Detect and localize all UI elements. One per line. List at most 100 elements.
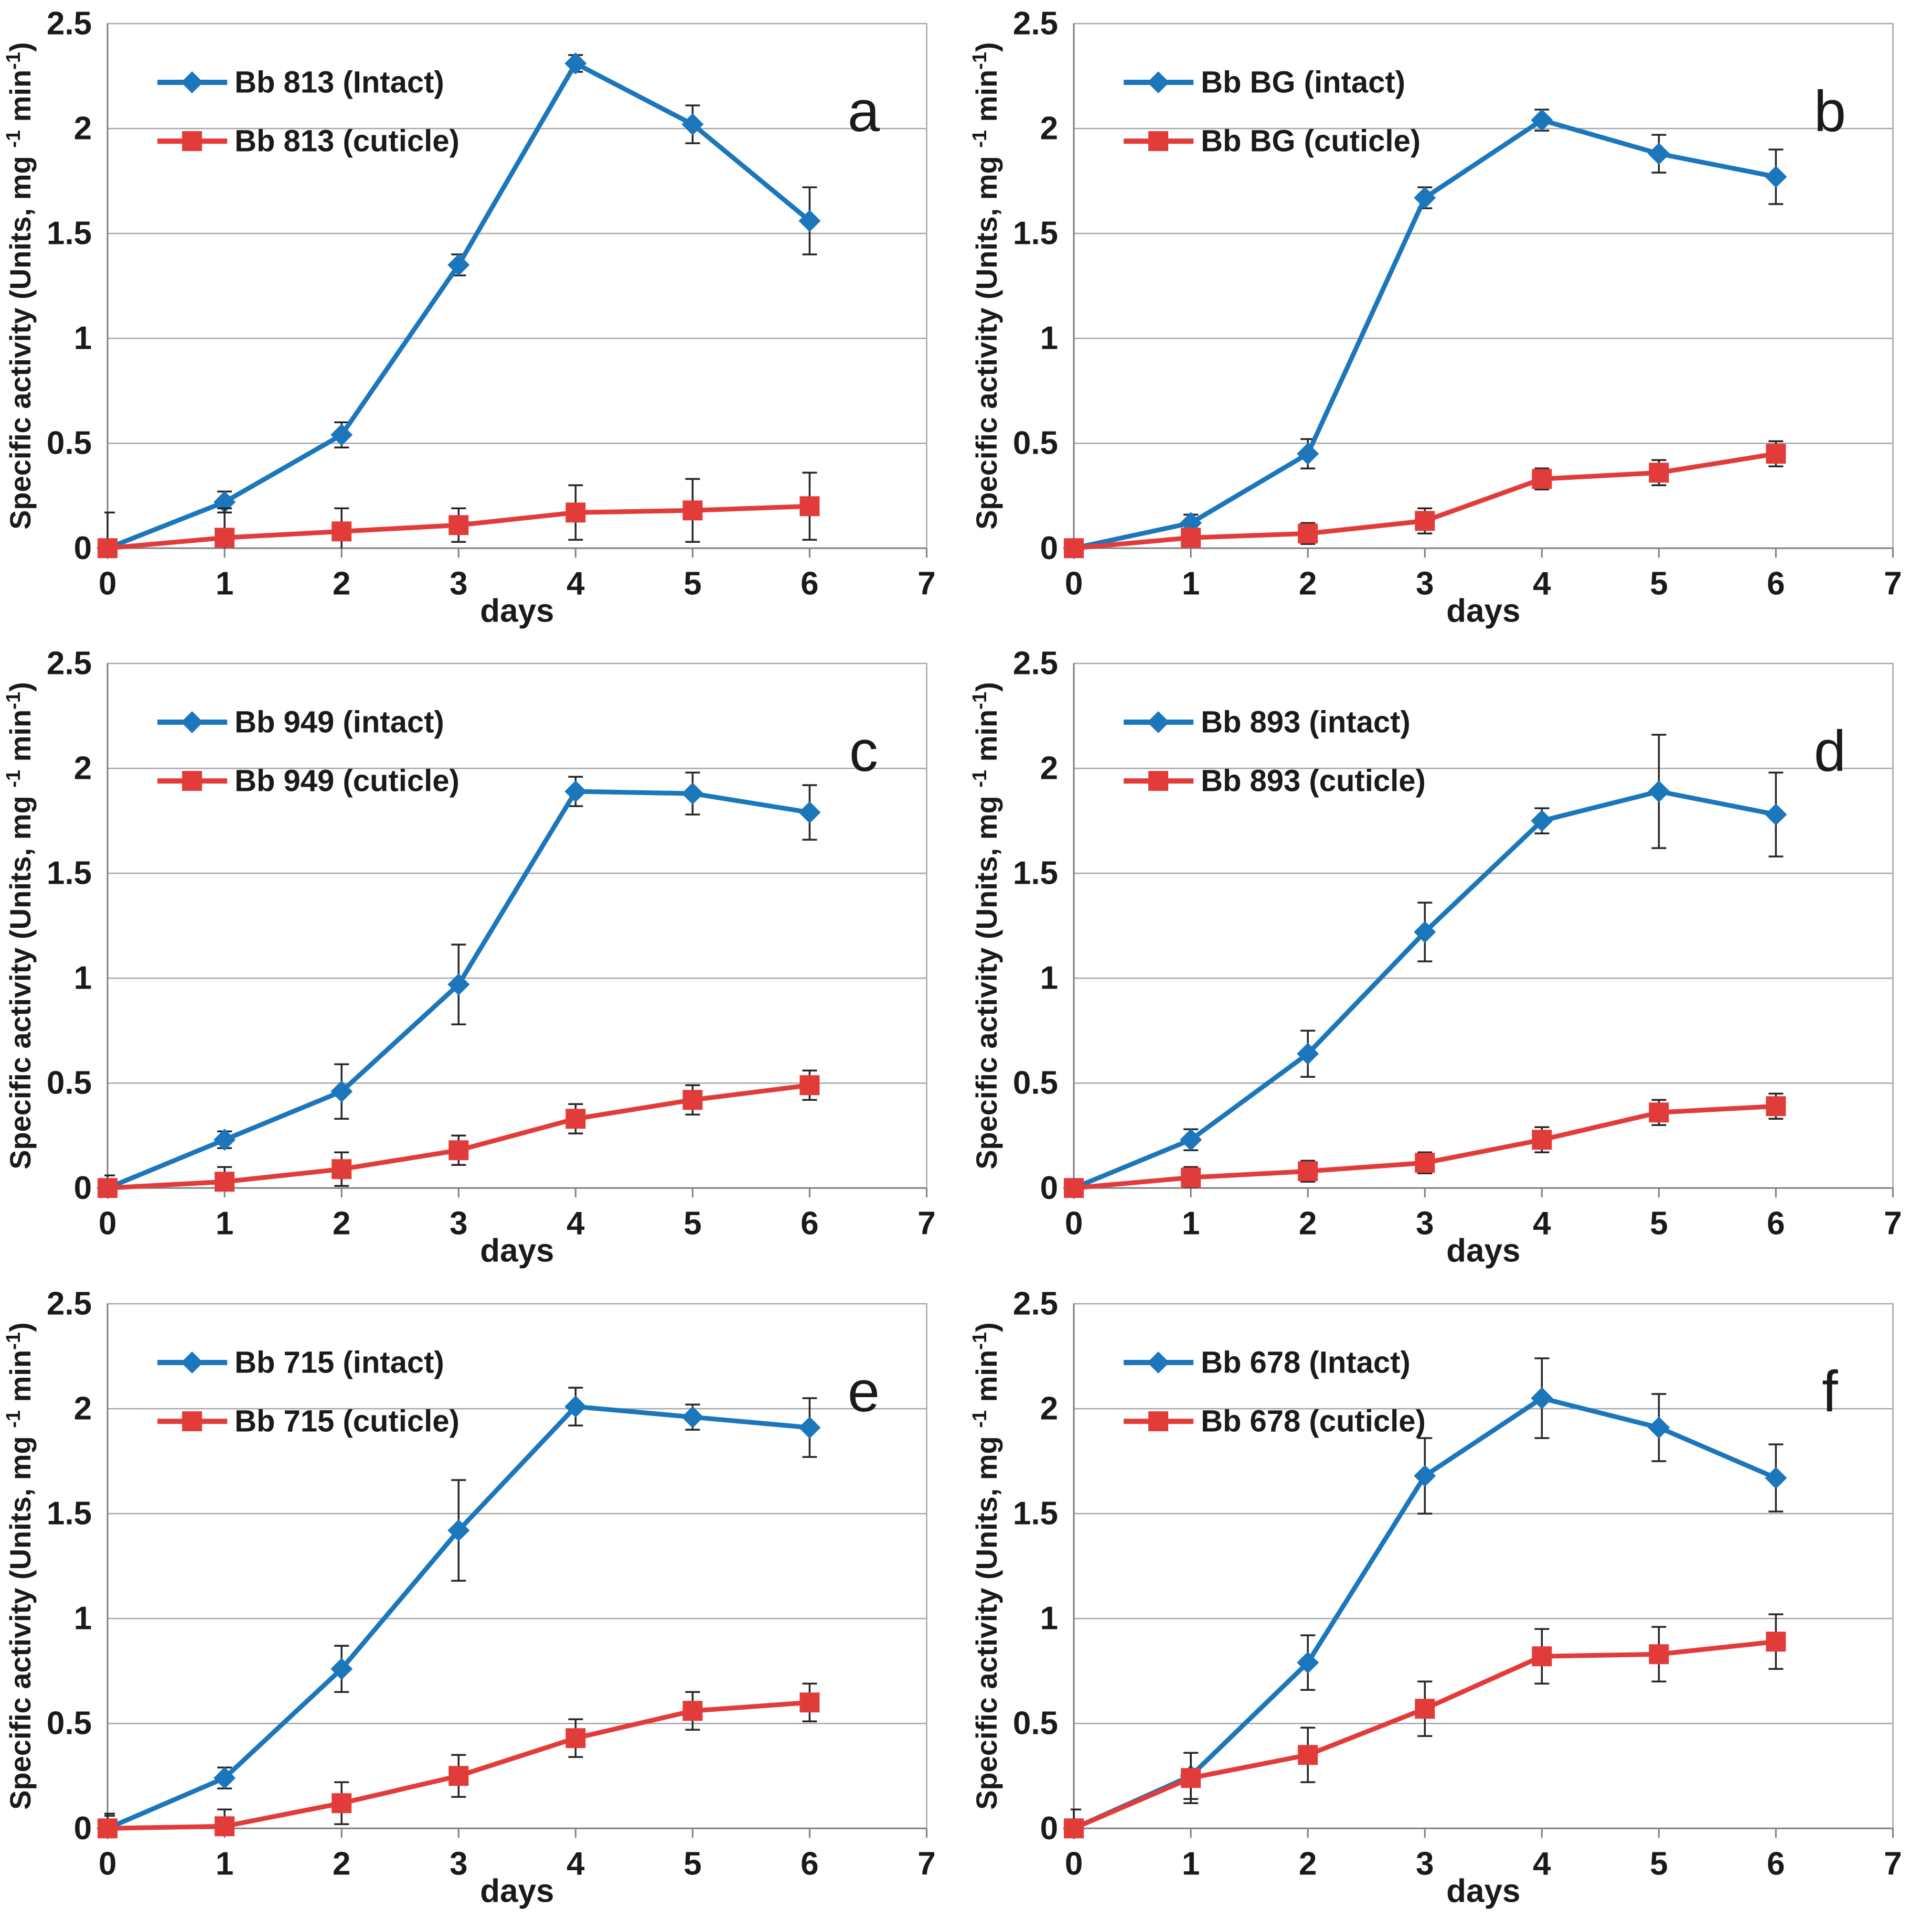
x-tick-label: 3 [1415,1206,1433,1242]
x-tick-label: 0 [1064,1846,1082,1882]
marker-square [182,1411,202,1431]
marker-square [1649,463,1669,482]
legend-item-intact: Bb 949 (intact) [157,705,444,739]
legend-label: Bb 678 (Intact) [1201,1345,1411,1379]
x-tick-label: 4 [567,1846,585,1882]
y-axis-title: Specific activity (Units, mg -1 min-1) [969,1322,1003,1810]
marker-square [98,1818,118,1838]
x-tick-label: 6 [800,1206,818,1242]
x-tick-label: 7 [917,1206,935,1242]
legend-label: Bb 813 (cuticle) [234,124,460,158]
y-tick-label: 2 [74,111,92,147]
y-tick-label: 2.5 [1012,1285,1058,1322]
marker-diamond [1147,1351,1169,1374]
x-tick-label: 4 [1533,1846,1551,1882]
marker-square [1064,538,1084,558]
legend-item-intact: Bb 715 (intact) [157,1345,444,1379]
panel-letter: f [1822,1359,1838,1424]
y-tick-label: 2.5 [1012,6,1058,42]
series-line-intact [1074,120,1776,548]
legend-label: Bb BG (intact) [1201,66,1405,100]
marker-square [332,1160,351,1179]
legend-label: Bb 715 (intact) [234,1345,444,1379]
marker-square [332,521,351,541]
y-tick-label: 1.5 [1012,855,1058,892]
error-bars-intact [1066,735,1783,1196]
y-tick-label: 0.5 [47,1705,92,1741]
y-tick-label: 0.5 [1012,1065,1058,1101]
x-axis-title: days [480,1873,554,1909]
marker-square [182,771,202,791]
marker-square [332,1793,351,1813]
x-tick-label: 5 [1650,565,1668,602]
y-tick-label: 1.5 [1012,1495,1058,1531]
marker-diamond [681,782,703,805]
series-intact [1063,735,1787,1199]
marker-diamond [1147,711,1169,733]
legend: Bb 715 (intact)Bb 715 (cuticle) [157,1345,460,1438]
legend-item-cuticle: Bb 813 (cuticle) [157,124,460,158]
marker-diamond [681,1406,703,1428]
legend-item-intact: Bb 893 (intact) [1124,705,1411,739]
y-tick-label: 1 [74,960,92,996]
legend-item-intact: Bb BG (intact) [1124,66,1405,100]
marker-square [1766,1097,1786,1117]
marker-square [1766,1632,1786,1651]
y-tick-label: 0.5 [1012,1705,1058,1741]
x-tick-label: 0 [99,565,116,602]
marker-square [682,1090,702,1110]
marker-square [449,515,468,535]
panel-letter: c [849,719,878,784]
marker-diamond [564,52,586,74]
legend-item-cuticle: Bb 893 (cuticle) [1124,764,1426,798]
marker-square [682,500,702,520]
x-tick-label: 0 [99,1206,116,1242]
marker-square [799,1076,819,1096]
marker-diamond [181,71,203,93]
marker-square [1649,1103,1669,1123]
x-tick-label: 1 [216,1206,233,1242]
legend-label: Bb 678 (cuticle) [1201,1404,1426,1438]
marker-square [1181,528,1201,548]
marker-square [1415,1153,1435,1173]
series-cuticle [98,1071,819,1198]
y-tick-label: 1 [1040,320,1058,357]
x-tick-label: 1 [1181,1206,1199,1242]
y-tick-label: 0 [1040,1170,1058,1206]
y-tick-label: 2.5 [47,646,92,682]
x-tick-label: 2 [1298,565,1316,602]
y-tick-label: 1 [1040,960,1058,996]
marker-diamond [1648,1417,1670,1439]
y-tick-label: 2.5 [47,1285,92,1322]
series-cuticle [1064,441,1786,558]
y-axis-title: Specific activity (Units, mg -1 min-1) [969,42,1003,530]
x-tick-label: 3 [450,565,467,602]
y-tick-label: 2 [1040,111,1058,147]
marker-diamond [214,1129,236,1151]
x-axis-title: days [1446,593,1520,629]
x-tick-label: 2 [333,565,350,602]
y-tick-label: 2 [74,750,92,787]
marker-diamond [181,1351,203,1374]
x-tick-label: 4 [567,565,585,602]
x-tick-label: 6 [1767,1206,1785,1242]
x-tick-label: 7 [1884,1846,1902,1882]
y-tick-label: 1.5 [1012,216,1058,252]
marker-square [1766,444,1786,464]
legend-label: Bb 949 (cuticle) [234,764,460,798]
marker-square [1064,1178,1084,1198]
y-tick-label: 2 [74,1390,92,1426]
legend-label: Bb BG (cuticle) [1201,124,1421,158]
legend-item-intact: Bb 813 (Intact) [157,66,444,100]
marker-square [449,1766,468,1786]
x-tick-label: 5 [684,1206,701,1242]
legend-item-cuticle: Bb 949 (cuticle) [157,764,460,798]
marker-square [215,1816,234,1836]
legend-label: Bb 813 (Intact) [234,66,444,100]
x-tick-label: 0 [99,1846,116,1882]
x-tick-label: 6 [800,1846,818,1882]
x-tick-label: 7 [917,565,935,602]
marker-square [1148,1411,1168,1431]
